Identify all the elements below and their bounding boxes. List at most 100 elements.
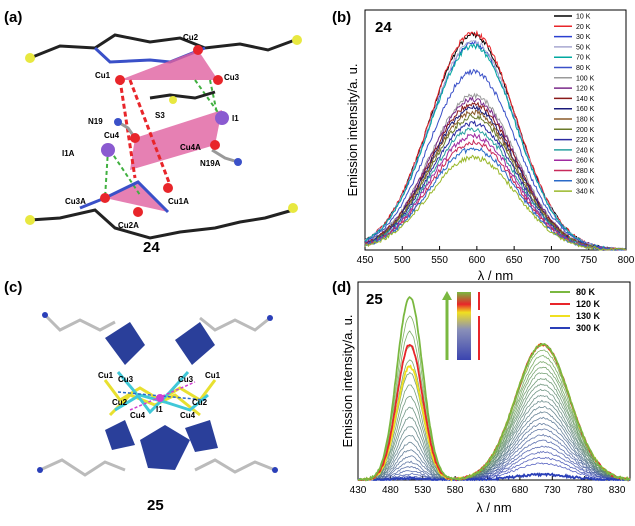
x-tick-label-d: 630 — [479, 485, 496, 496]
legend-entry: 20 K — [576, 24, 591, 31]
compound-label-d: 25 — [366, 291, 383, 308]
x-tick-label-b: 450 — [357, 255, 374, 266]
compound-label-a: 24 — [143, 239, 160, 256]
x-tick-label-b: 700 — [543, 255, 560, 266]
legend-entry: 180 K — [576, 117, 595, 124]
legend-entry: 130 K — [576, 311, 601, 321]
chart-d: 430 480 530 580 630 680 730 780 830 λ / nm Emissio… — [340, 281, 631, 515]
legend-entry: 70 K — [576, 55, 591, 62]
intermediate-spectrum — [357, 388, 631, 481]
plot-frame-b — [364, 9, 627, 251]
legend-entry: 10 K — [576, 14, 591, 21]
atom-label: Cu3 — [118, 375, 134, 384]
legend-entry: 80 K — [576, 287, 596, 297]
legend-entry: 160 K — [576, 106, 595, 113]
atom-label: N19A — [200, 159, 221, 168]
x-tick-label-d: 780 — [576, 485, 593, 496]
x-tick-label-d: 730 — [544, 485, 561, 496]
panel-c: (c) Cu3 Cu3 Cu1 Cu1 Cu2 — [4, 279, 278, 514]
x-tick-label-d: 830 — [609, 485, 626, 496]
x-tick-label-d: 680 — [512, 485, 529, 496]
series-line-80k — [357, 296, 631, 482]
legend-entry: 300 K — [576, 178, 595, 185]
legend-entry: 100 K — [576, 75, 595, 82]
y-axis-title-b: Emission intensity/a. u. — [345, 64, 360, 197]
intermediate-spectrum — [357, 371, 631, 481]
intermediate-spectrum — [358, 405, 630, 481]
legend-entry: 80 K — [576, 65, 591, 72]
intermediate-spectrum — [357, 450, 631, 481]
legend-entry: 120 K — [576, 299, 601, 309]
y-axis-title-d: Emission intensity/a. u. — [340, 315, 355, 448]
panel-a-label: (a) — [4, 9, 22, 26]
compound-label-c: 25 — [147, 497, 164, 514]
x-axis-title-b: λ / nm — [478, 268, 513, 283]
legend-entry: 200 K — [576, 127, 595, 134]
intermediate-spectrum — [357, 411, 630, 481]
atom-label: I1 — [156, 405, 163, 414]
arrow-up-green-icon — [442, 291, 452, 300]
atom-label: Cu4A — [180, 143, 201, 152]
x-tick-label-d: 580 — [447, 485, 464, 496]
chart-b: 450 500 550 600 650 700 750 800 λ / nm Emission i… — [345, 9, 635, 283]
legend-entry: 140 K — [576, 96, 595, 103]
panel-d: (d) 430 480 530 580 630 680 730 780 830 λ / nm Emi… — [332, 279, 631, 515]
atom-label: Cu1 — [98, 371, 114, 380]
intermediate-spectrum — [358, 399, 631, 481]
atom-label: Cu4 — [104, 131, 120, 140]
panel-d-label: (d) — [332, 279, 351, 296]
legend-entry: 30 K — [576, 34, 591, 41]
atom-label: Cu3 — [224, 73, 240, 82]
x-tick-label-b: 550 — [431, 255, 448, 266]
x-tick-label-d: 430 — [350, 485, 367, 496]
x-tick-label-d: 530 — [414, 485, 431, 496]
intermediate-spectrum — [357, 422, 631, 481]
atom-label: Cu1A — [168, 197, 189, 206]
series-line-70k — [364, 43, 626, 251]
series-line-340k — [364, 154, 626, 251]
atom-label: Cu2 — [112, 398, 128, 407]
series-line-300k — [357, 472, 630, 482]
intermediate-spectrum — [357, 445, 631, 481]
atom-label: Cu3 — [178, 375, 194, 384]
x-tick-label-b: 650 — [506, 255, 523, 266]
legend-entry: 260 K — [576, 158, 595, 165]
legend-entry: 280 K — [576, 168, 595, 175]
legend-entry: 340 K — [576, 189, 595, 196]
cluster-structure-25: Cu3 Cu3 Cu1 Cu1 Cu2 Cu2 I1 Cu4 Cu4 — [37, 312, 278, 477]
atom-label: N19 — [88, 117, 103, 126]
atom-label: Cu2A — [118, 221, 139, 230]
legend-entry: 220 K — [576, 137, 595, 144]
legend-entry: 240 K — [576, 147, 595, 154]
x-tick-label-b: 500 — [394, 255, 411, 266]
legend-entry: 300 K — [576, 323, 601, 333]
x-tick-label-b: 600 — [469, 255, 486, 266]
intermediate-spectrum — [357, 383, 630, 481]
x-tick-label-d: 480 — [382, 485, 399, 496]
legend-entry: 120 K — [576, 86, 595, 93]
compound-label-b: 24 — [375, 19, 392, 36]
atom-label: I1A — [62, 149, 75, 158]
atom-label: S3 — [155, 111, 165, 120]
panel-a: (a) — [4, 9, 302, 256]
atom-label: Cu2 — [183, 33, 199, 42]
x-tick-label-b: 800 — [618, 255, 635, 266]
intermediate-spectrum — [357, 439, 631, 481]
panel-b: (b) 450 500 550 600 650 700 750 800 λ / nm Emissi… — [332, 9, 635, 283]
x-axis-title-d: λ / nm — [476, 500, 511, 515]
x-tick-label-b: 750 — [580, 255, 597, 266]
atom-label: Cu3A — [65, 197, 86, 206]
atom-label: I1 — [232, 114, 239, 123]
atom-label: Cu1 — [205, 371, 221, 380]
cluster-structure-24: Cu2 Cu1 Cu3 S3 N19 I1 Cu4 Cu4A I1A N19A … — [25, 33, 302, 240]
atom-label: Cu4 — [180, 411, 196, 420]
legend-entry: 50 K — [576, 44, 591, 51]
atom-label: Cu4 — [130, 411, 146, 420]
panel-b-label: (b) — [332, 9, 351, 26]
temperature-color-bar — [457, 292, 471, 360]
atom-label: Cu1 — [95, 71, 111, 80]
intermediate-spectrum — [358, 428, 630, 481]
panel-c-label: (c) — [4, 279, 22, 296]
atom-label: Cu2 — [192, 398, 208, 407]
